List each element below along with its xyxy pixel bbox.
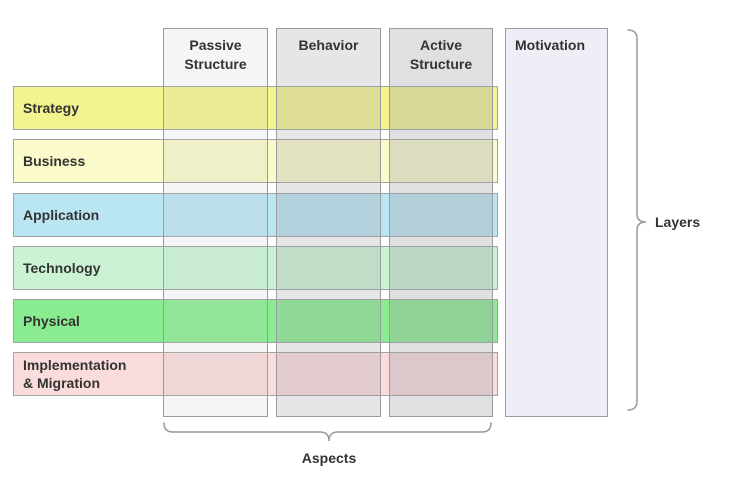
- layer-row-strategy: Strategy: [13, 86, 498, 130]
- layer-row-label: Strategy: [23, 100, 80, 116]
- aspect-column-passive-structure: Passive Structure: [163, 28, 268, 417]
- layers-label: Layers: [655, 214, 701, 230]
- layer-row-label: Technology: [23, 260, 101, 276]
- layer-row-technology: Technology: [13, 246, 498, 290]
- aspect-column-label: Behavior: [298, 37, 359, 53]
- layer-row-label: Application: [23, 207, 100, 223]
- layer-row-business: Business: [13, 139, 498, 183]
- aspects-label: Aspects: [301, 450, 357, 466]
- layer-row-application: Application: [13, 193, 498, 237]
- aspect-column-label: Active Structure: [409, 37, 473, 72]
- motivation-label: Motivation: [515, 37, 585, 53]
- layer-row-label: Physical: [23, 313, 80, 329]
- layer-row-label: Business: [23, 153, 86, 169]
- layer-row-label: Implementation & Migration: [23, 357, 127, 391]
- aspects-brace: [163, 422, 492, 442]
- layer-row-implementation-migration: Implementation & Migration: [13, 352, 498, 396]
- aspect-column-behavior: Behavior: [276, 28, 381, 417]
- motivation-box: Motivation: [505, 28, 608, 417]
- layers-brace: [627, 29, 647, 411]
- aspect-column-label: Passive Structure: [184, 37, 247, 72]
- layer-row-physical: Physical: [13, 299, 498, 343]
- aspect-column-active-structure: Active Structure: [389, 28, 493, 417]
